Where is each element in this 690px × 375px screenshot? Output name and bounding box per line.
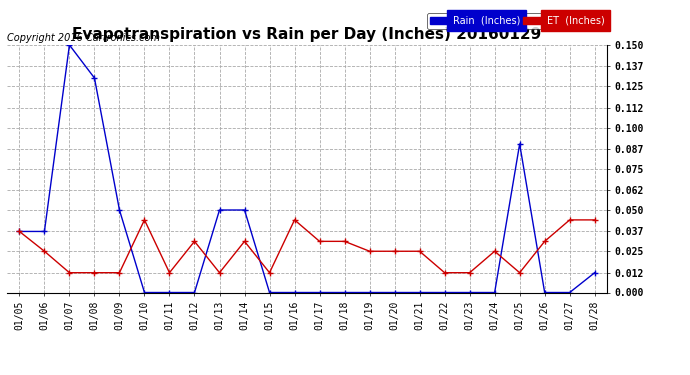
Title: Evapotranspiration vs Rain per Day (Inches) 20160129: Evapotranspiration vs Rain per Day (Inch… — [72, 27, 542, 42]
Legend: Rain  (Inches), ET  (Inches): Rain (Inches), ET (Inches) — [426, 13, 607, 28]
Text: Copyright 2016 Cartronics.com: Copyright 2016 Cartronics.com — [7, 33, 160, 42]
